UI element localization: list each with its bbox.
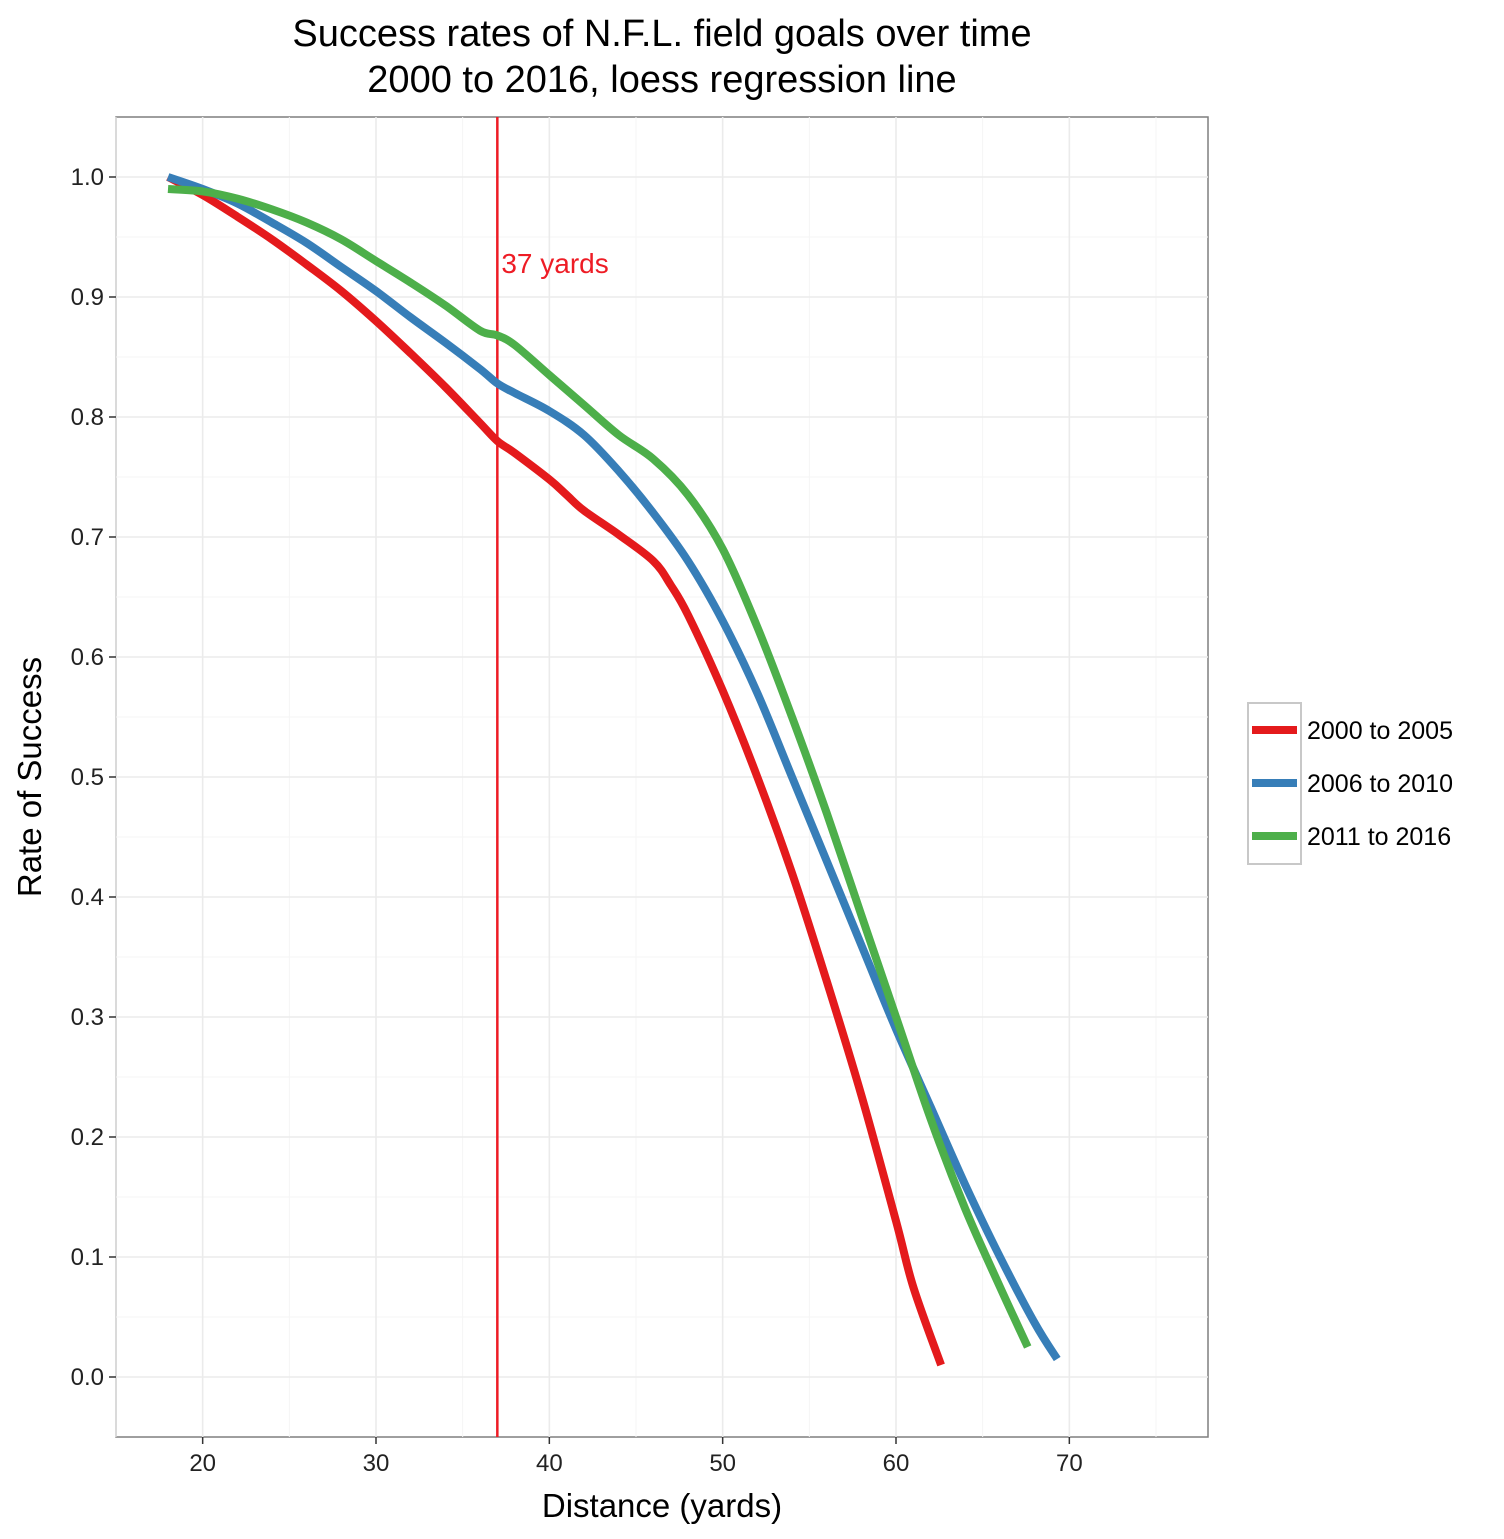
x-tick-label: 60 xyxy=(883,1450,910,1477)
legend-label: 2000 to 2005 xyxy=(1307,717,1453,745)
legend: 2000 to 2005 2006 to 2010 2011 to 2016 xyxy=(1247,702,1453,865)
series-layer xyxy=(166,173,1061,1367)
x-tick-label: 40 xyxy=(536,1450,563,1477)
y-axis-ticks: 0.0 0.1 0.2 0.3 0.4 0.5 0.6 0.7 0.8 0.9 1.0 xyxy=(71,164,116,1391)
legend-label: 2006 to 2010 xyxy=(1307,770,1453,798)
y-tick-label: 0.1 xyxy=(71,1244,104,1271)
y-axis-title: Rate of Success xyxy=(11,657,48,897)
legend-items: 2000 to 2005 2006 to 2010 2011 to 2016 xyxy=(1252,717,1453,851)
x-axis-title: Distance (yards) xyxy=(542,1487,782,1524)
x-tick-label: 30 xyxy=(363,1450,390,1477)
series-line-2000-to-2005 xyxy=(166,173,945,1367)
x-axis-ticks: 20 30 40 50 60 70 xyxy=(189,1437,1083,1477)
reference-vline-label: 37 yards xyxy=(501,248,608,279)
grid-minor xyxy=(115,117,1208,1437)
y-tick-label: 0.7 xyxy=(71,524,104,551)
series-line-2011-to-2016 xyxy=(167,185,1032,1349)
y-tick-label: 0.0 xyxy=(71,1364,104,1391)
legend-label: 2011 to 2016 xyxy=(1307,823,1451,851)
y-tick-label: 0.5 xyxy=(71,764,104,791)
y-tick-label: 0.4 xyxy=(71,884,104,911)
y-tick-label: 0.6 xyxy=(71,644,104,671)
y-tick-label: 0.8 xyxy=(71,404,104,431)
x-tick-label: 50 xyxy=(709,1450,736,1477)
y-tick-label: 0.3 xyxy=(71,1004,104,1031)
chart-subtitle: 2000 to 2016, loess regression line xyxy=(367,59,956,101)
y-tick-label: 0.9 xyxy=(71,284,104,311)
y-tick-label: 1.0 xyxy=(71,164,104,191)
x-tick-label: 70 xyxy=(1056,1450,1083,1477)
x-tick-label: 20 xyxy=(189,1450,216,1477)
chart-title: Success rates of N.F.L. field goals over… xyxy=(292,13,1031,55)
y-tick-label: 0.2 xyxy=(71,1124,104,1151)
